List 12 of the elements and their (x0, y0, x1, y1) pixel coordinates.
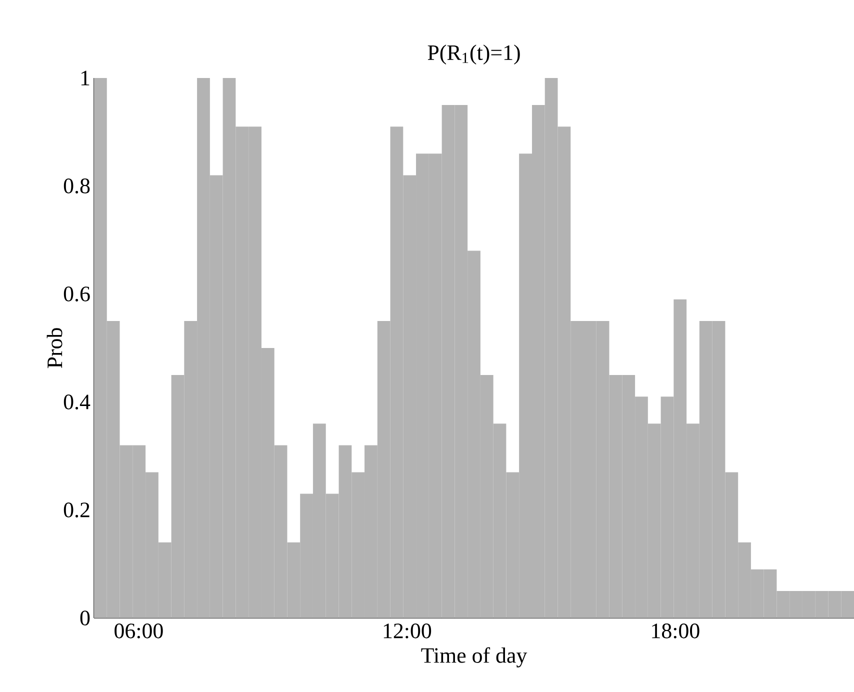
chart-title: P(R$_{1}$(t)=1) (428, 44, 520, 64)
y-tick-label: 0 (80, 610, 90, 626)
y-tick-label: 0.2 (64, 502, 90, 518)
y-tick-label: 0.8 (64, 178, 90, 194)
x-tick-label: 18:00 (652, 624, 700, 638)
x-tick-label: 06:00 (114, 624, 163, 638)
x-axis-title: Time of day (421, 647, 528, 668)
y-tick-label: 0.4 (64, 394, 90, 410)
x-tick-label: 12:00 (384, 624, 432, 638)
y-axis-title: Prob (46, 328, 62, 368)
y-tick-label: 1 (81, 70, 90, 86)
y-tick-label: 0.6 (64, 286, 90, 302)
